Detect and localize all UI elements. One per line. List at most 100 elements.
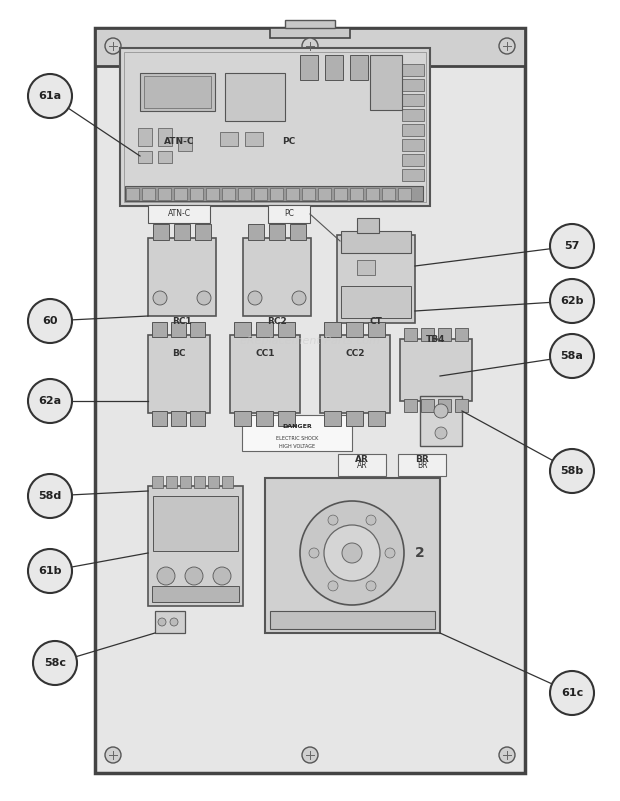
Bar xyxy=(208,476,219,488)
Bar xyxy=(404,328,417,341)
Bar xyxy=(190,322,205,337)
Bar xyxy=(338,454,386,476)
Bar xyxy=(171,411,186,426)
Circle shape xyxy=(550,671,594,715)
Bar xyxy=(194,476,205,488)
Text: BR: BR xyxy=(417,461,427,469)
Text: 62b: 62b xyxy=(560,296,584,306)
Bar xyxy=(325,55,343,80)
Bar xyxy=(125,186,423,201)
Text: 58c: 58c xyxy=(44,658,66,668)
Bar xyxy=(166,476,177,488)
Bar xyxy=(225,73,285,121)
Bar xyxy=(248,224,264,240)
Text: 61c: 61c xyxy=(561,688,583,698)
Bar xyxy=(220,132,238,146)
Bar xyxy=(245,132,263,146)
Bar xyxy=(124,52,426,202)
Bar xyxy=(302,188,315,200)
Bar xyxy=(148,486,243,606)
Bar xyxy=(398,454,446,476)
Bar xyxy=(270,188,283,200)
Bar xyxy=(222,188,235,200)
Bar xyxy=(142,188,155,200)
Bar xyxy=(421,328,434,341)
Circle shape xyxy=(153,291,167,305)
Bar xyxy=(126,188,139,200)
Text: 60: 60 xyxy=(42,316,58,326)
Bar xyxy=(270,611,435,629)
Circle shape xyxy=(157,567,175,585)
Text: 58b: 58b xyxy=(560,466,583,476)
Bar xyxy=(324,411,341,426)
Bar xyxy=(152,411,167,426)
Bar xyxy=(421,399,434,412)
Bar xyxy=(402,169,424,181)
Circle shape xyxy=(302,747,318,763)
Text: 58a: 58a xyxy=(560,351,583,361)
Bar xyxy=(153,224,169,240)
Circle shape xyxy=(499,747,515,763)
Text: PC: PC xyxy=(282,136,296,146)
Text: 62a: 62a xyxy=(38,396,61,406)
Bar xyxy=(152,476,163,488)
Circle shape xyxy=(550,449,594,493)
Circle shape xyxy=(28,474,72,518)
Bar xyxy=(148,335,210,413)
Bar xyxy=(320,335,390,413)
Circle shape xyxy=(366,515,376,525)
Bar xyxy=(243,238,311,316)
Bar xyxy=(366,188,379,200)
Bar xyxy=(346,411,363,426)
Bar xyxy=(171,322,186,337)
Bar xyxy=(346,322,363,337)
Circle shape xyxy=(324,525,380,581)
Bar xyxy=(195,224,211,240)
Bar xyxy=(398,188,411,200)
Bar xyxy=(290,224,306,240)
Circle shape xyxy=(550,334,594,378)
Bar xyxy=(178,137,192,151)
Bar xyxy=(455,328,468,341)
Circle shape xyxy=(33,641,77,685)
Bar xyxy=(120,48,430,206)
Circle shape xyxy=(550,224,594,268)
Bar xyxy=(234,322,251,337)
Bar xyxy=(270,28,350,38)
Bar xyxy=(153,496,238,551)
Bar xyxy=(155,611,185,633)
Circle shape xyxy=(28,74,72,118)
Bar xyxy=(357,218,379,233)
Bar xyxy=(222,476,233,488)
Bar xyxy=(318,188,331,200)
Bar xyxy=(357,260,375,275)
Bar xyxy=(138,128,152,146)
Text: RC2: RC2 xyxy=(267,316,287,325)
Bar xyxy=(341,231,411,253)
Circle shape xyxy=(309,548,319,558)
Bar xyxy=(337,235,415,323)
Bar xyxy=(368,411,385,426)
Text: CT: CT xyxy=(370,316,383,325)
Bar xyxy=(174,188,187,200)
Bar xyxy=(300,55,318,80)
Bar xyxy=(278,322,295,337)
Circle shape xyxy=(300,501,404,605)
Text: 61a: 61a xyxy=(38,91,61,101)
Circle shape xyxy=(185,567,203,585)
Text: BC: BC xyxy=(172,349,186,359)
Text: 58d: 58d xyxy=(38,491,61,501)
Bar xyxy=(404,399,417,412)
Bar xyxy=(206,188,219,200)
Text: 61b: 61b xyxy=(38,566,62,576)
Circle shape xyxy=(342,543,362,563)
Bar xyxy=(420,396,462,446)
Text: DANGER: DANGER xyxy=(282,425,312,429)
Circle shape xyxy=(385,548,395,558)
Text: CC2: CC2 xyxy=(345,349,365,359)
Text: 57: 57 xyxy=(564,241,580,251)
Bar xyxy=(438,399,451,412)
Circle shape xyxy=(28,299,72,343)
Bar xyxy=(402,139,424,151)
Text: ELECTRIC SHOCK: ELECTRIC SHOCK xyxy=(276,436,318,441)
